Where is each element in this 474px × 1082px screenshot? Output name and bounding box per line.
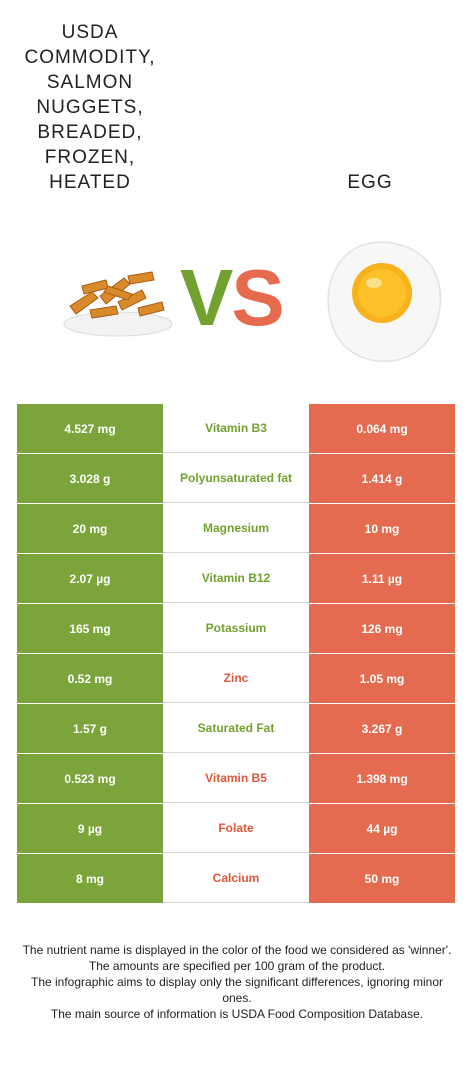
- right-value: 10 mg: [309, 504, 455, 553]
- vs-v-letter: V: [180, 253, 233, 342]
- left-value: 0.52 mg: [17, 654, 163, 703]
- right-food-title: EGG: [347, 172, 393, 193]
- footnote-line: The amounts are specified per 100 gram o…: [88, 959, 386, 973]
- table-row: 2.07 µg Vitamin B12 1.11 µg: [17, 554, 455, 604]
- table-row: 4.527 mg Vitamin B3 0.064 mg: [17, 404, 455, 454]
- nutrient-name: Vitamin B5: [163, 754, 309, 803]
- right-value: 44 µg: [309, 804, 455, 853]
- right-value: 1.398 mg: [309, 754, 455, 803]
- right-value: 1.05 mg: [309, 654, 455, 703]
- table-row: 3.028 g Polyunsaturated fat 1.414 g: [17, 454, 455, 504]
- footnote-line: The infographic aims to display only the…: [31, 975, 443, 1005]
- left-value: 3.028 g: [17, 454, 163, 503]
- nutrient-name: Polyunsaturated fat: [163, 454, 309, 503]
- table-row: 0.52 mg Zinc 1.05 mg: [17, 654, 455, 704]
- right-value: 126 mg: [309, 604, 455, 653]
- left-food-title: USDA COMMODITY, SALMON NUGGETS, BREADED,…: [24, 22, 156, 193]
- right-value: 3.267 g: [309, 704, 455, 753]
- left-value: 0.523 mg: [17, 754, 163, 803]
- vs-label: VS: [180, 252, 285, 344]
- fries-image: [63, 271, 173, 337]
- table-row: 0.523 mg Vitamin B5 1.398 mg: [17, 754, 455, 804]
- nutrient-name: Calcium: [163, 854, 309, 903]
- right-value: 1.414 g: [309, 454, 455, 503]
- nutrient-name: Potassium: [163, 604, 309, 653]
- left-value: 1.57 g: [17, 704, 163, 753]
- footnote: The nutrient name is displayed in the co…: [15, 942, 459, 1022]
- left-value: 4.527 mg: [17, 404, 163, 453]
- nutrient-name: Folate: [163, 804, 309, 853]
- nutrient-name: Vitamin B12: [163, 554, 309, 603]
- nutrient-name: Vitamin B3: [163, 404, 309, 453]
- left-value: 20 mg: [17, 504, 163, 553]
- comparison-table: 4.527 mg Vitamin B3 0.064 mg 3.028 g Polyuns…: [17, 404, 455, 904]
- left-value: 8 mg: [17, 854, 163, 903]
- table-row: 9 µg Folate 44 µg: [17, 804, 455, 854]
- right-value: 1.11 µg: [309, 554, 455, 603]
- table-row: 165 mg Potassium 126 mg: [17, 604, 455, 654]
- table-row: 20 mg Magnesium 10 mg: [17, 504, 455, 554]
- footnote-line: The nutrient name is displayed in the co…: [22, 943, 452, 957]
- table-row: 8 mg Calcium 50 mg: [17, 854, 455, 904]
- vs-s-letter: S: [231, 253, 284, 342]
- right-value: 0.064 mg: [309, 404, 455, 453]
- left-value: 2.07 µg: [17, 554, 163, 603]
- egg-image: [327, 241, 442, 362]
- footnote-line: The main source of information is USDA F…: [50, 1007, 424, 1021]
- nutrient-name: Saturated Fat: [163, 704, 309, 753]
- nutrient-name: Zinc: [163, 654, 309, 703]
- left-value: 165 mg: [17, 604, 163, 653]
- left-value: 9 µg: [17, 804, 163, 853]
- table-row: 1.57 g Saturated Fat 3.267 g: [17, 704, 455, 754]
- nutrient-name: Magnesium: [163, 504, 309, 553]
- right-value: 50 mg: [309, 854, 455, 903]
